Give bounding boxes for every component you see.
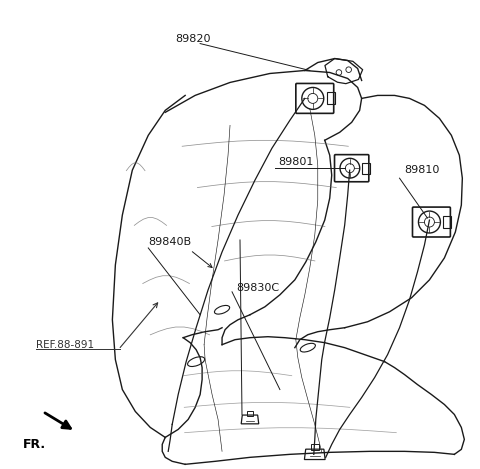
Bar: [444, 216, 451, 228]
Text: 89840B: 89840B: [148, 237, 192, 247]
Text: 89820: 89820: [175, 34, 211, 44]
Bar: [311, 444, 319, 450]
Text: 89810: 89810: [405, 165, 440, 175]
Bar: [247, 411, 253, 416]
Text: 89830C: 89830C: [236, 283, 279, 293]
Text: FR.: FR.: [23, 438, 46, 451]
Text: REF.88-891: REF.88-891: [36, 340, 94, 350]
Bar: [362, 163, 370, 174]
Bar: [327, 92, 335, 105]
Text: 89801: 89801: [278, 157, 313, 167]
